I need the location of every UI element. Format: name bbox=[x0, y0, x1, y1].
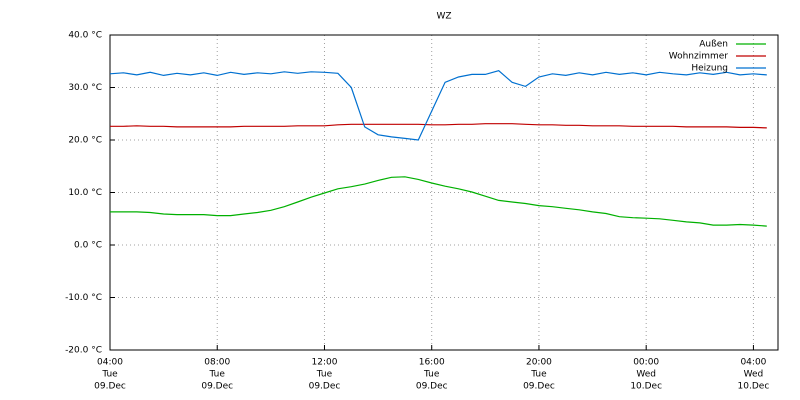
y-tick-label: -20.0 °C bbox=[65, 346, 102, 356]
x-tick-label: 10.Dec bbox=[738, 382, 770, 392]
y-tick-label: 40.0 °C bbox=[68, 31, 102, 41]
y-tick-label: -10.0 °C bbox=[65, 293, 102, 303]
chart-title: WZ bbox=[436, 12, 451, 22]
y-tick-label: 20.0 °C bbox=[68, 136, 102, 146]
x-tick-label: 09.Dec bbox=[94, 382, 126, 392]
x-tick-label: Tue bbox=[530, 370, 547, 380]
x-tick-label: 16:00 bbox=[419, 358, 445, 368]
legend-label: Wohnzimmer bbox=[669, 52, 729, 62]
y-tick-label: 10.0 °C bbox=[68, 188, 102, 198]
x-tick-label: 00:00 bbox=[633, 358, 659, 368]
x-tick-label: Wed bbox=[744, 370, 764, 380]
x-tick-label: 12:00 bbox=[312, 358, 338, 368]
x-tick-label: Tue bbox=[316, 370, 333, 380]
series-line bbox=[109, 70, 767, 141]
x-tick-label: Tue bbox=[101, 370, 118, 380]
y-tick-label: 0.0 °C bbox=[74, 241, 102, 251]
x-tick-label: 09.Dec bbox=[201, 382, 233, 392]
x-tick-label: 08:00 bbox=[204, 358, 230, 368]
y-tick-label: 30.0 °C bbox=[68, 83, 102, 93]
x-tick-label: Tue bbox=[209, 370, 226, 380]
x-tick-label: Wed bbox=[636, 370, 656, 380]
x-tick-label: 09.Dec bbox=[416, 382, 448, 392]
x-tick-label: 04:00 bbox=[740, 358, 766, 368]
series-line bbox=[110, 176, 767, 227]
legend-label: Heizung bbox=[691, 64, 728, 74]
plot-frame bbox=[109, 34, 779, 351]
x-tick-label: 10.Dec bbox=[630, 382, 662, 392]
legend-label: Außen bbox=[699, 40, 728, 50]
x-tick-label: 09.Dec bbox=[523, 382, 555, 392]
x-tick-label: 09.Dec bbox=[309, 382, 341, 392]
x-tick-label: 20:00 bbox=[526, 358, 552, 368]
series-line bbox=[110, 123, 767, 129]
x-tick-label: Tue bbox=[423, 370, 440, 380]
x-tick-label: 04:00 bbox=[97, 358, 123, 368]
